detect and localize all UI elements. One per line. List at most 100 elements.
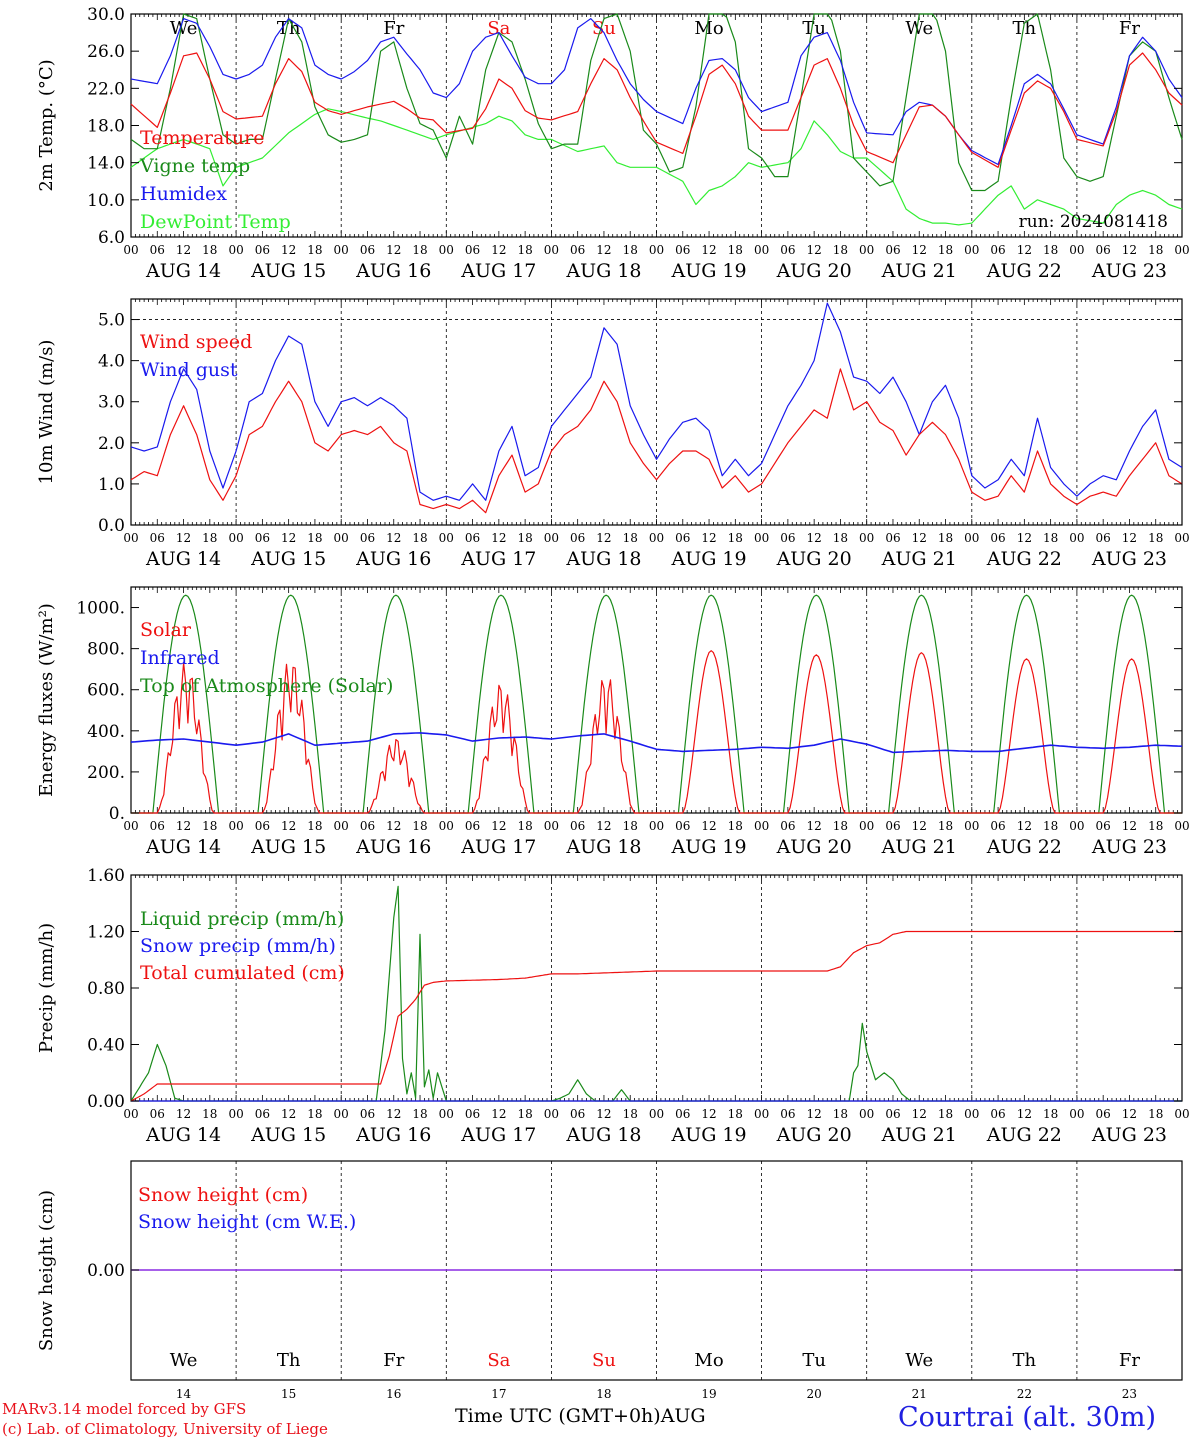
hour-tick-label: 12 bbox=[807, 1107, 822, 1121]
hour-tick-label: 18 bbox=[517, 1107, 532, 1121]
hour-tick-label: 18 bbox=[412, 531, 427, 545]
hour-tick-label: 12 bbox=[807, 243, 822, 257]
hour-tick-label: 00 bbox=[544, 819, 559, 833]
hour-tick-label: 12 bbox=[701, 243, 716, 257]
day-date-label: 22 bbox=[1017, 1387, 1032, 1401]
day-axis-label: AUG 14 bbox=[145, 548, 221, 570]
hour-tick-label: 18 bbox=[1148, 531, 1163, 545]
day-axis-label: AUG 21 bbox=[881, 1124, 957, 1146]
legend-entry: Solar bbox=[140, 619, 192, 641]
hour-tick-label: 12 bbox=[176, 243, 191, 257]
snow-panel: 0.00 Snow height (cm) Snow height (cm) Snow… bbox=[36, 1160, 1183, 1401]
hour-tick-label: 18 bbox=[412, 819, 427, 833]
hour-tick-label: 06 bbox=[360, 819, 375, 833]
y-tick-label: 18.0 bbox=[87, 117, 125, 137]
hour-tick-label: 06 bbox=[1096, 243, 1111, 257]
hour-tick-label: 06 bbox=[255, 819, 270, 833]
day-name-label: We bbox=[905, 18, 933, 39]
hour-tick-label: 06 bbox=[990, 531, 1005, 545]
hour-tick-label: 06 bbox=[780, 1107, 795, 1121]
day-axis-label: AUG 20 bbox=[776, 260, 852, 282]
day-axis-label: AUG 17 bbox=[460, 260, 536, 282]
day-axis-label: AUG 14 bbox=[145, 1124, 221, 1146]
hour-tick-label: 00 bbox=[964, 819, 979, 833]
hour-tick-label: 00 bbox=[1174, 531, 1189, 545]
day-axis-label: AUG 14 bbox=[145, 836, 221, 858]
day-date-label: 21 bbox=[912, 1387, 927, 1401]
temperature-panel: We Th Fr Sa Su Mo Tu We Th Fr 6.0 10.0 14.0 18.0 22.0 2… bbox=[36, 5, 1190, 282]
day-axis-label: AUG 16 bbox=[355, 836, 431, 858]
hour-tick-label: 00 bbox=[228, 1107, 243, 1121]
y-tick-label: 1.20 bbox=[87, 923, 125, 943]
day-axis-label: AUG 19 bbox=[670, 836, 746, 858]
hour-tick-label: 12 bbox=[596, 531, 611, 545]
day-axis-label: AUG 17 bbox=[460, 1124, 536, 1146]
legend-entry: Top of Atmosphere (Solar) bbox=[140, 675, 393, 697]
hour-tick-label: 06 bbox=[465, 243, 480, 257]
day-axis-label: AUG 21 bbox=[881, 260, 957, 282]
day-axis-label: AUG 19 bbox=[670, 260, 746, 282]
hour-tick-label: 12 bbox=[1122, 1107, 1137, 1121]
hour-tick-label: 00 bbox=[649, 1107, 664, 1121]
day-name-label: Th bbox=[277, 18, 301, 39]
hour-tick-label: 18 bbox=[623, 243, 638, 257]
y-tick-label: 6.0 bbox=[98, 228, 125, 248]
hour-tick-label: 18 bbox=[517, 531, 532, 545]
model-credit: MARv3.14 model forced by GFS bbox=[2, 1400, 247, 1418]
day-name-label: Th bbox=[277, 1350, 301, 1371]
hour-tick-label: 00 bbox=[859, 1107, 874, 1121]
hour-tick-label: 06 bbox=[570, 819, 585, 833]
hour-tick-label: 12 bbox=[176, 531, 191, 545]
hour-tick-label: 00 bbox=[228, 243, 243, 257]
hour-tick-label: 12 bbox=[281, 531, 296, 545]
legend-entry: Liquid precip (mm/h) bbox=[140, 908, 344, 930]
day-name-label: Sa bbox=[487, 18, 510, 39]
series-line bbox=[131, 650, 1182, 814]
day-name-label: Fr bbox=[383, 1350, 404, 1371]
hour-tick-label: 18 bbox=[833, 819, 848, 833]
day-axis-label: AUG 18 bbox=[565, 1124, 641, 1146]
hour-tick-label: 12 bbox=[1017, 531, 1032, 545]
y-tick-label: 0.80 bbox=[87, 979, 125, 999]
hour-tick-label: 00 bbox=[859, 531, 874, 545]
day-name-label: Sa bbox=[487, 1350, 510, 1371]
legend-entry: Snow height (cm) bbox=[138, 1184, 308, 1206]
hour-tick-label: 06 bbox=[675, 819, 690, 833]
hour-tick-label: 06 bbox=[570, 531, 585, 545]
hour-tick-label: 00 bbox=[228, 819, 243, 833]
hour-tick-label: 18 bbox=[728, 1107, 743, 1121]
hour-tick-label: 06 bbox=[150, 1107, 165, 1121]
hour-tick-label: 00 bbox=[1069, 531, 1084, 545]
hour-tick-label: 06 bbox=[885, 819, 900, 833]
hour-tick-label: 18 bbox=[202, 243, 217, 257]
day-name-label: Fr bbox=[1119, 1350, 1140, 1371]
hour-tick-label: 18 bbox=[1148, 1107, 1163, 1121]
hour-tick-label: 18 bbox=[623, 531, 638, 545]
day-axis-label: AUG 16 bbox=[355, 1124, 431, 1146]
hour-tick-label: 18 bbox=[728, 819, 743, 833]
station-name: Courtrai (alt. 30m) bbox=[898, 1402, 1157, 1433]
legend-entry: Infrared bbox=[140, 647, 220, 669]
hour-tick-label: 06 bbox=[1096, 531, 1111, 545]
day-name-label: Fr bbox=[1119, 18, 1140, 39]
hour-tick-label: 18 bbox=[833, 243, 848, 257]
day-name-label: Fr bbox=[383, 18, 404, 39]
hour-tick-label: 06 bbox=[990, 1107, 1005, 1121]
hour-tick-label: 12 bbox=[1017, 1107, 1032, 1121]
hour-tick-label: 12 bbox=[1017, 243, 1032, 257]
day-axis-label: AUG 15 bbox=[250, 548, 326, 570]
hour-tick-label: 06 bbox=[360, 243, 375, 257]
series-line bbox=[130, 732, 1183, 754]
hour-tick-label: 18 bbox=[202, 531, 217, 545]
series-line bbox=[130, 13, 1183, 192]
hour-tick-label: 18 bbox=[938, 1107, 953, 1121]
day-date-label: 14 bbox=[176, 1387, 192, 1401]
hour-tick-label: 00 bbox=[334, 243, 349, 257]
y-tick-label: 400. bbox=[87, 722, 125, 742]
legend-entry: Vigne temp bbox=[139, 155, 250, 177]
hour-tick-label: 06 bbox=[150, 243, 165, 257]
day-name-label: Mo bbox=[694, 18, 723, 39]
y-tick-label: 1.0 bbox=[98, 475, 125, 495]
hour-tick-label: 12 bbox=[912, 819, 927, 833]
hour-tick-label: 00 bbox=[859, 819, 874, 833]
